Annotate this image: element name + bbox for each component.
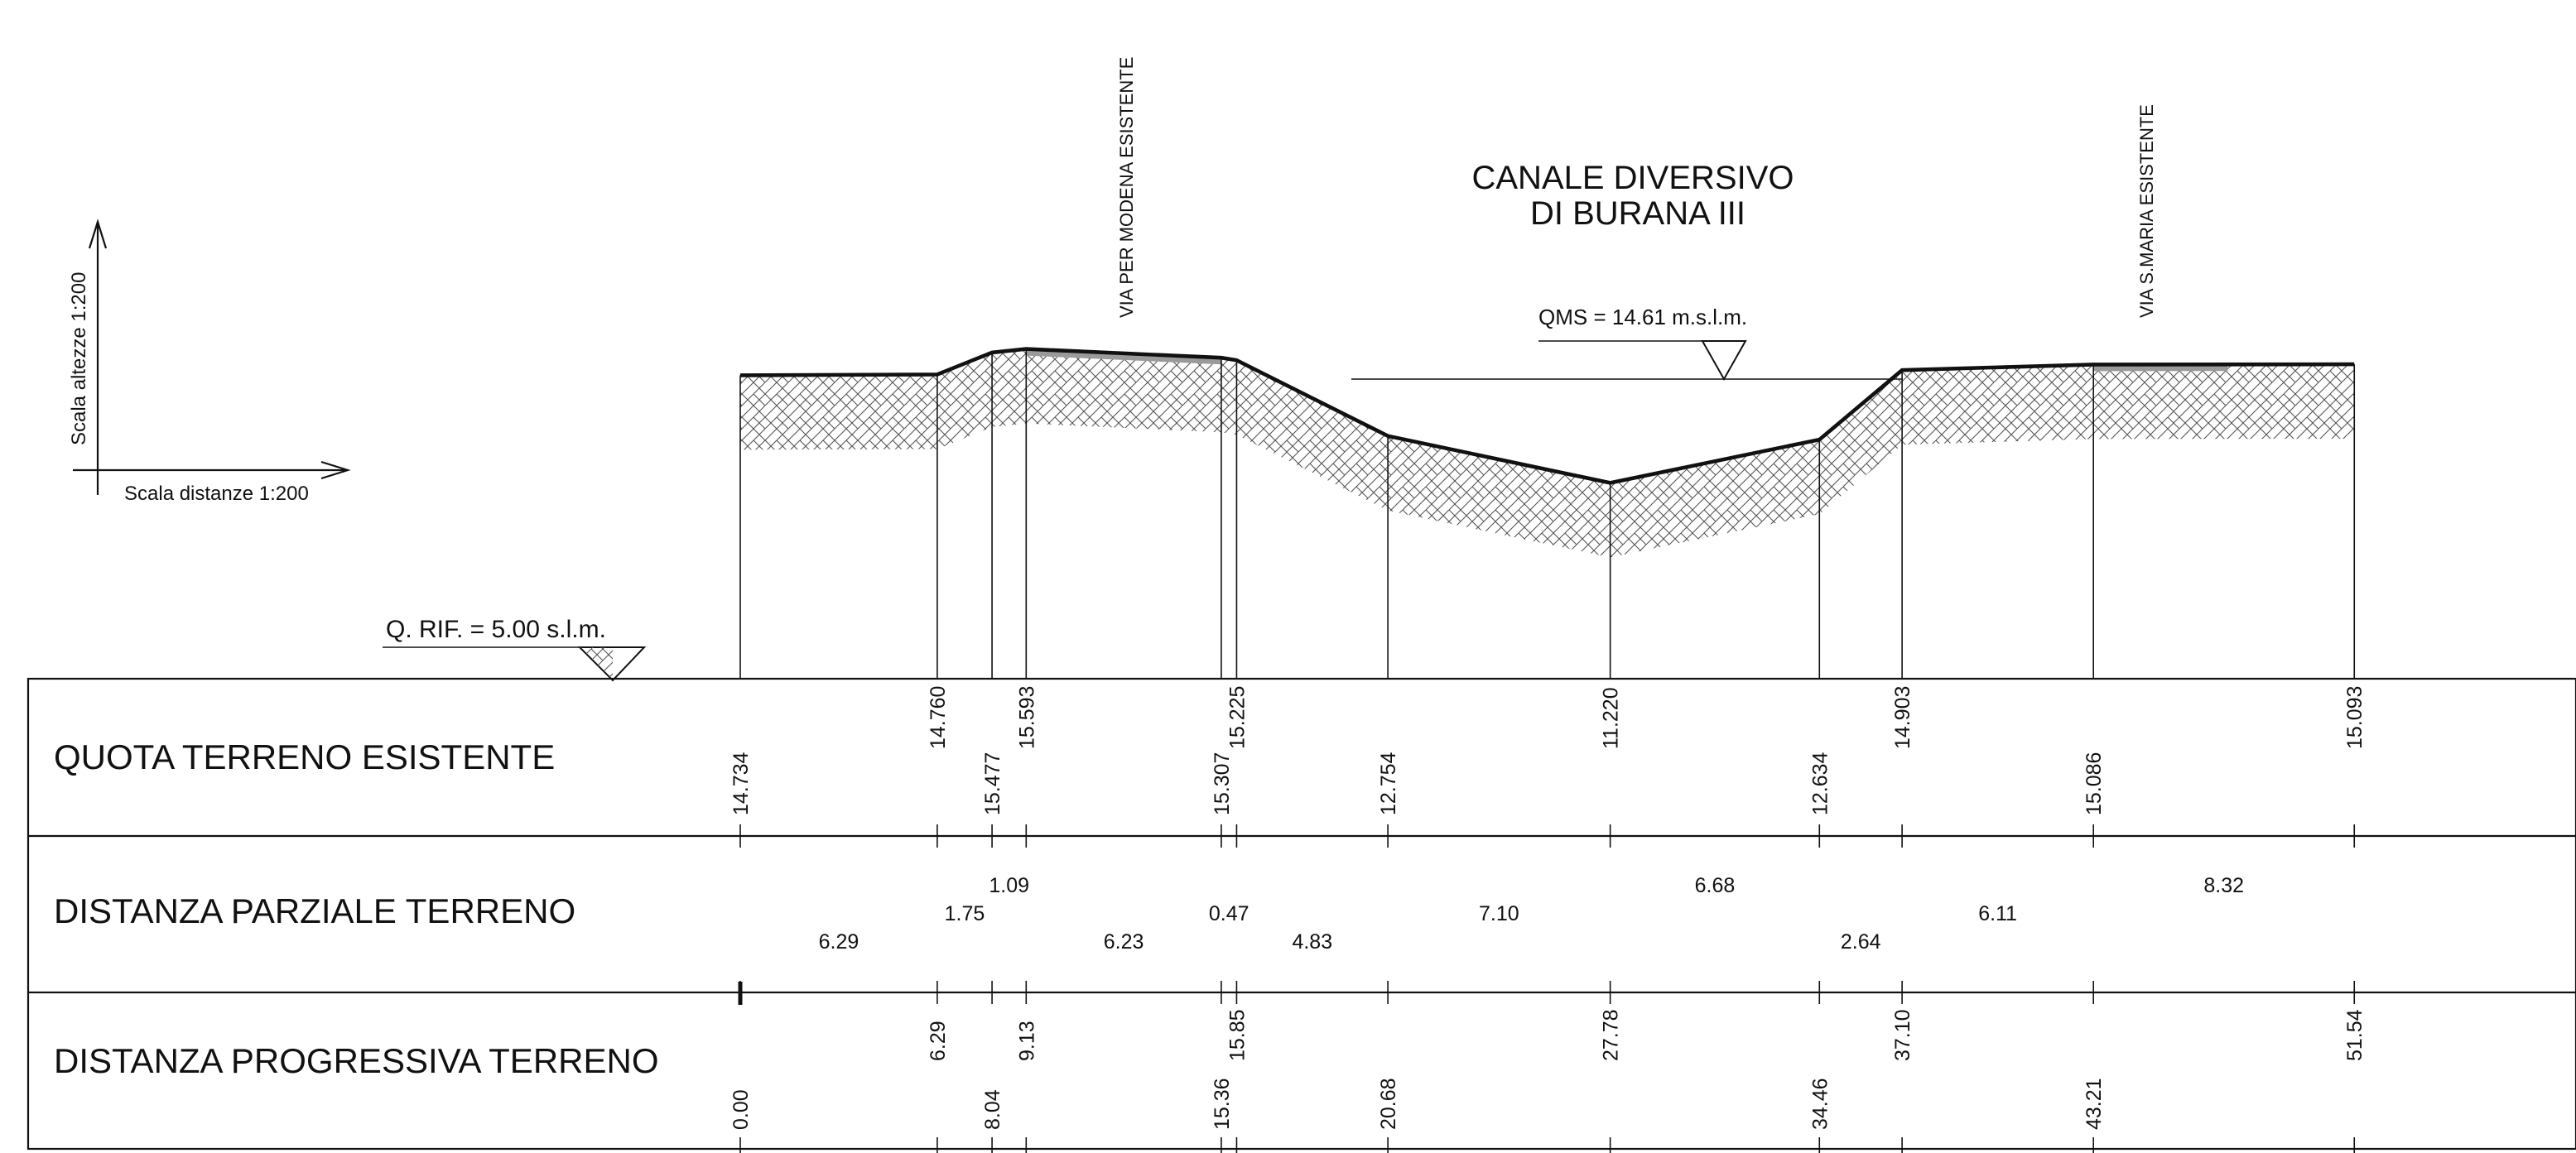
elevation-value: 15.086 xyxy=(2082,752,2106,815)
drawing-title-line-1: CANALE DIVERSIVO xyxy=(1471,160,1794,196)
partial-distance-value: 6.29 xyxy=(819,930,859,954)
progressive-distance-value: 34.46 xyxy=(1808,1078,1832,1130)
progressive-distance-value: 9.13 xyxy=(1015,1021,1038,1061)
elevation-value: 15.307 xyxy=(1211,752,1234,815)
partial-distance-value: 4.83 xyxy=(1292,930,1332,954)
elevation-value: 14.760 xyxy=(927,686,950,749)
elevation-value: 11.220 xyxy=(1600,687,1623,749)
progressive-distance-value: 20.68 xyxy=(1377,1078,1400,1130)
partial-distance-value: 8.32 xyxy=(2203,874,2244,897)
partial-distance-value: 1.75 xyxy=(945,902,985,925)
elevation-value: 12.754 xyxy=(1377,752,1400,815)
water-level-label: QMS = 14.61 m.s.l.m. xyxy=(1538,305,1747,329)
elevation-value: 12.634 xyxy=(1808,752,1832,815)
elevation-value: 14.734 xyxy=(729,752,753,815)
partial-distance-value: 0.47 xyxy=(1209,902,1249,925)
terrain-profile xyxy=(739,347,2356,679)
reference-level-label: Q. RIF. = 5.00 s.l.m. xyxy=(386,616,606,643)
soil-hatch xyxy=(740,348,2355,558)
drawing-title-line-2: DI BURANA III xyxy=(1530,195,1745,232)
partial-distance-value: 6.68 xyxy=(1695,874,1736,897)
row-label-distanza-parziale: DISTANZA PARZIALE TERRENO xyxy=(54,891,575,930)
reference-level-marker xyxy=(383,646,647,682)
elevation-value: 14.903 xyxy=(1891,686,1914,749)
scale-indicator xyxy=(73,219,351,495)
progressive-distance-value: 0.00 xyxy=(729,1089,753,1130)
elevation-value: 15.093 xyxy=(2343,686,2367,749)
partial-distance-value: 6.11 xyxy=(1978,902,2017,925)
horizontal-scale-label: Scala distanze 1:200 xyxy=(124,483,309,505)
road-label-via-s-maria: VIA S.MARIA ESISTENTE xyxy=(2136,104,2157,318)
progressive-distance-value: 15.36 xyxy=(1211,1078,1234,1130)
elevation-value: 15.593 xyxy=(1015,686,1038,749)
progressive-distance-value: 6.29 xyxy=(927,1021,950,1061)
partial-distance-value: 1.09 xyxy=(989,874,1029,897)
road-label-via-per-modena: VIA PER MODENA ESISTENTE xyxy=(1116,57,1137,318)
progressive-distance-value: 51.54 xyxy=(2343,1009,2367,1061)
row-label-distanza-progressiva: DISTANZA PROGRESSIVA TERRENO xyxy=(54,1041,659,1080)
data-table xyxy=(26,677,2576,1151)
partial-distance-value: 7.10 xyxy=(1479,902,1519,925)
elevation-value: 15.477 xyxy=(981,752,1004,815)
row-label-quota-terreno: QUOTA TERRENO ESISTENTE xyxy=(54,737,555,776)
progressive-distance-value: 8.04 xyxy=(981,1089,1004,1130)
vertical-scale-label: Scala altezze 1:200 xyxy=(68,272,90,445)
progressive-distance-value: 15.85 xyxy=(1225,1009,1249,1061)
progressive-distance-value: 37.10 xyxy=(1891,1009,1914,1061)
partial-distance-value: 2.64 xyxy=(1841,930,1881,954)
ground-line xyxy=(739,347,2355,485)
table-cells: 14.734 0.00 14.760 6.29 15.477 8.04 15.593 9.13… xyxy=(729,686,2367,1153)
partial-distance-value: 6.23 xyxy=(1104,930,1144,954)
progressive-distance-value: 43.21 xyxy=(2082,1078,2106,1130)
elevation-value: 15.225 xyxy=(1225,686,1249,749)
progressive-distance-value: 27.78 xyxy=(1600,1009,1623,1061)
water-level-marker xyxy=(1351,340,1903,382)
